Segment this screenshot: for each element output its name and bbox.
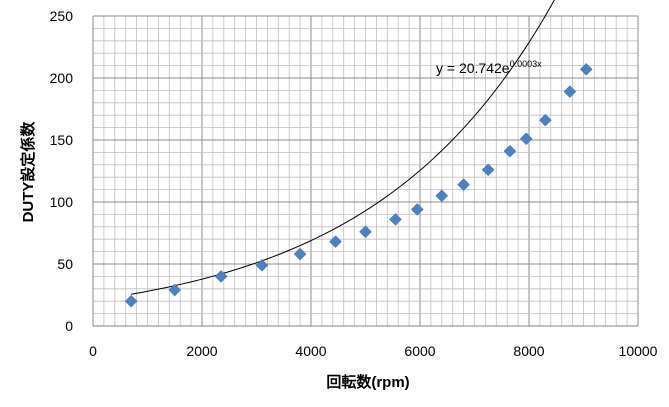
x-tick-label: 10000 [619, 343, 658, 359]
x-tick-label: 2000 [186, 343, 217, 359]
trendline-equation: y = 20.742e0.0003x [436, 59, 542, 76]
data-point-diamond [436, 190, 448, 202]
data-point-diamond [482, 164, 494, 176]
data-point-diamond [169, 284, 181, 296]
y-tick-label: 0 [65, 318, 73, 334]
y-axis-title: DUTY設定係数 [19, 121, 37, 223]
equation-exponent: 0.0003x [510, 59, 543, 69]
data-point-diamond [389, 213, 401, 225]
data-point-diamond [580, 63, 592, 75]
data-point-diamond [125, 295, 137, 307]
x-tick-label: 4000 [295, 343, 326, 359]
data-points [125, 63, 592, 307]
y-tick-label: 200 [50, 70, 74, 86]
x-axis-title: 回転数(rpm) [326, 373, 409, 391]
data-point-diamond [215, 270, 227, 282]
data-point-diamond [360, 226, 372, 238]
data-point-diamond [330, 236, 342, 248]
y-tick-label: 100 [50, 194, 74, 210]
x-tick-label: 8000 [513, 343, 544, 359]
data-point-diamond [504, 145, 516, 157]
y-tick-label: 250 [50, 8, 74, 24]
grid [93, 16, 638, 326]
data-point-diamond [520, 133, 532, 145]
x-tick-label: 6000 [404, 343, 435, 359]
data-point-diamond [458, 179, 470, 191]
y-tick-label: 150 [50, 132, 74, 148]
data-point-diamond [539, 114, 551, 126]
data-point-diamond [294, 248, 306, 260]
tick-labels: 0 2000 4000 6000 8000 10000 0 50 100 150 200 250 [50, 8, 658, 359]
data-point-diamond [411, 203, 423, 215]
equation-main: y = 20.742e [436, 60, 510, 76]
x-tick-label: 0 [89, 343, 97, 359]
data-point-diamond [564, 86, 576, 98]
data-point-diamond [256, 259, 268, 271]
y-tick-label: 50 [57, 256, 73, 272]
